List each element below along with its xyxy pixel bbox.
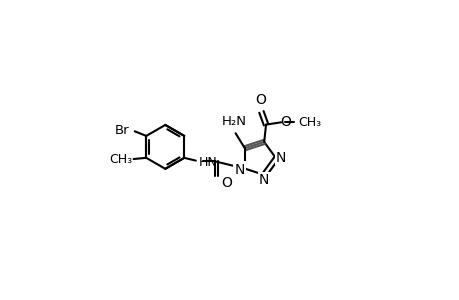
Text: O: O: [255, 93, 266, 107]
Text: CH₃: CH₃: [109, 152, 132, 166]
Text: O: O: [220, 176, 231, 190]
Text: N: N: [258, 173, 269, 187]
Text: N: N: [234, 163, 244, 177]
Text: N: N: [275, 152, 286, 165]
Text: O: O: [279, 115, 290, 129]
Text: HN: HN: [198, 155, 217, 169]
Text: H₂N: H₂N: [221, 115, 246, 128]
Text: CH₃: CH₃: [298, 116, 321, 129]
Text: Br: Br: [115, 124, 129, 136]
